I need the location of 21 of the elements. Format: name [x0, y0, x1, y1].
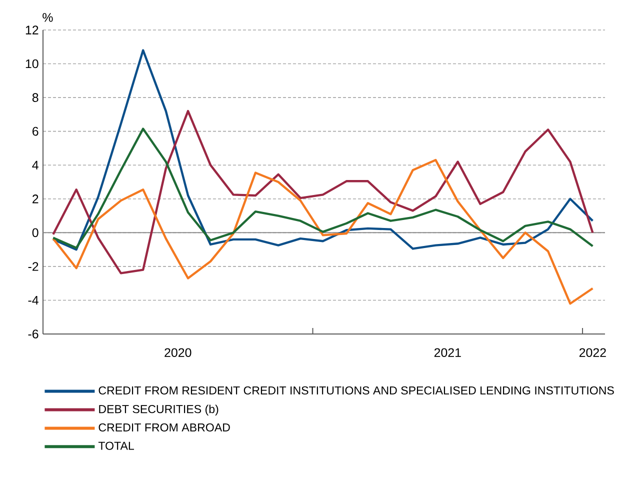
- y-tick-label: -6: [28, 330, 38, 338]
- y-tick-label: -4: [28, 296, 38, 305]
- y-tick-label: 0: [32, 228, 38, 238]
- y-tick-label: 12: [26, 26, 38, 34]
- y-axis-title: %: [42, 13, 53, 22]
- line-series: [52, 110, 594, 274]
- y-tick-label: 4: [32, 160, 38, 170]
- legend-label: CREDIT FROM ABROAD: [98, 423, 230, 432]
- y-tick-label: 6: [32, 126, 38, 136]
- y-tick-label: 8: [32, 93, 38, 102]
- legend-label: TOTAL: [98, 442, 134, 450]
- y-tick-label: 2: [32, 194, 38, 204]
- x-tick-label: 2021: [434, 348, 461, 358]
- y-tick-label: -2: [28, 262, 38, 271]
- x-tick-label: 2022: [579, 348, 606, 358]
- line-series: [52, 128, 594, 249]
- legend-label: CREDIT FROM RESIDENT CREDIT INSTITUTIONS AND SPECIALISED LENDING INSTITUTIONS: [98, 386, 614, 395]
- x-tick-label: 2020: [164, 348, 192, 358]
- line-series: [52, 158, 594, 305]
- y-tick-label: 10: [26, 59, 38, 68]
- legend-label: DEBT SECURITIES (b): [99, 404, 218, 416]
